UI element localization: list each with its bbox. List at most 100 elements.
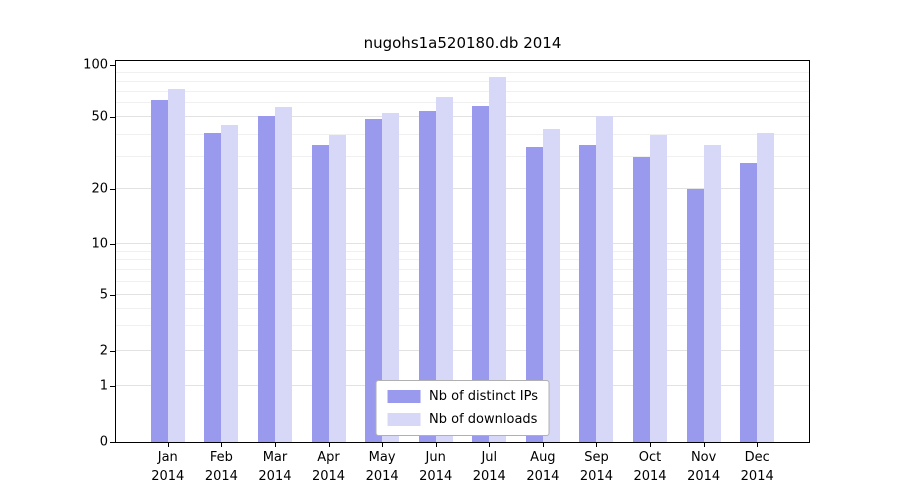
x-tick-mark [650,443,652,447]
bar-downloads-jan [167,88,185,442]
x-tick-year: 2014 [472,468,506,484]
bar-distinct-ips-may [365,118,383,442]
x-tick-label: Sep 2014 [564,449,628,487]
x-tick-month: Jun [425,450,446,465]
bar-downloads-sep [596,115,614,442]
legend-row: Nb of downloads [387,412,538,427]
bar-downloads-nov [703,145,721,442]
y-tick-label: 0 [99,434,108,450]
bar-distinct-ips-sep [579,145,597,442]
x-tick-mark [274,443,276,447]
bar-downloads-jun [435,97,453,442]
x-tick-year: 2014 [365,468,399,484]
x-tick-label: Jul 2014 [457,449,521,487]
y-tick-mark [110,295,115,296]
y-tick-label: 1 [99,378,108,394]
bar-downloads-feb [221,125,239,442]
x-tick-mark [382,443,384,447]
x-tick-year: 2014 [258,468,292,484]
x-tick-mark [596,443,598,447]
x-tick-year: 2014 [311,468,346,484]
gridline [116,294,809,295]
x-tick-mark [757,443,759,447]
y-tick-mark [110,351,115,352]
x-tick-year: 2014 [687,468,721,484]
x-tick-label: Apr 2014 [297,449,361,487]
bar-distinct-ips-dec [740,162,758,442]
y-tick-mark [110,386,115,387]
plot-area: Nb of distinct IPs Nb of downloads [115,60,810,443]
gridline [116,280,809,282]
x-tick-label: Feb 2014 [189,449,253,487]
x-tick-month: May [368,450,396,465]
x-tick-mark [542,443,544,447]
gridline [116,269,809,271]
x-tick-label: May 2014 [350,449,414,487]
x-tick-year: 2014 [419,468,453,484]
bar-distinct-ips-nov [686,189,704,442]
x-tick-label: Jan 2014 [136,449,200,487]
x-tick-mark [703,443,705,447]
x-tick-month: Oct [638,450,662,465]
x-tick-year: 2014 [579,468,613,484]
legend-label: Nb of downloads [429,412,538,427]
gridline [116,350,809,351]
y-tick-mark [110,189,115,190]
x-tick-label: Oct 2014 [618,449,682,487]
x-tick-mark [489,443,491,447]
y-tick-label: 10 [91,236,108,252]
legend-label: Nb of distinct IPs [429,389,538,404]
x-tick-mark [328,443,330,447]
gridline [116,188,809,189]
bar-distinct-ips-jul [472,105,490,442]
y-tick-label: 20 [91,181,108,197]
gridline [116,133,809,135]
gridline [116,307,809,309]
legend-row: Nb of distinct IPs [387,389,538,404]
bar-downloads-aug [542,128,560,442]
bar-downloads-dec [757,132,775,442]
bar-distinct-ips-feb [204,132,222,442]
y-tick-mark [110,244,115,245]
bar-distinct-ips-aug [525,147,543,442]
gridline [116,80,809,82]
x-tick-month: Apr [317,450,340,465]
x-tick-year: 2014 [740,468,774,484]
gridline [116,116,809,117]
x-tick-label: Mar 2014 [243,449,307,487]
x-tick-label: Dec 2014 [725,449,789,487]
gridline [116,71,809,73]
bar-downloads-jul [489,77,507,442]
x-tick-mark [167,443,169,447]
x-tick-month: Nov [690,450,717,465]
gridline [116,250,809,252]
gridline [116,259,809,261]
x-tick-year: 2014 [204,468,238,484]
legend: Nb of distinct IPs Nb of downloads [375,380,550,436]
y-tick-label: 2 [99,343,108,359]
gridline [116,102,809,104]
bar-distinct-ips-mar [257,115,275,442]
x-tick-month: Feb [209,450,233,465]
bar-distinct-ips-jun [418,111,436,442]
x-tick-mark [435,443,437,447]
y-tick-label: 50 [91,109,108,125]
x-tick-month: Dec [744,450,770,465]
chart-title: nugohs1a520180.db 2014 [363,34,562,52]
bar-downloads-apr [328,134,346,442]
bar-distinct-ips-apr [311,145,329,442]
x-tick-month: Mar [262,450,288,465]
legend-swatch [387,413,421,426]
y-tick-mark [110,442,115,443]
x-tick-label: Nov 2014 [672,449,736,487]
gridline [116,325,809,327]
gridline [116,90,809,92]
x-tick-year: 2014 [151,468,185,484]
x-tick-month: Aug [530,450,556,465]
bar-downloads-oct [650,134,668,442]
bar-downloads-may [382,112,400,442]
bar-distinct-ips-jan [150,99,168,442]
bar-downloads-mar [274,107,292,442]
x-tick-year: 2014 [633,468,667,484]
x-tick-year: 2014 [526,468,560,484]
